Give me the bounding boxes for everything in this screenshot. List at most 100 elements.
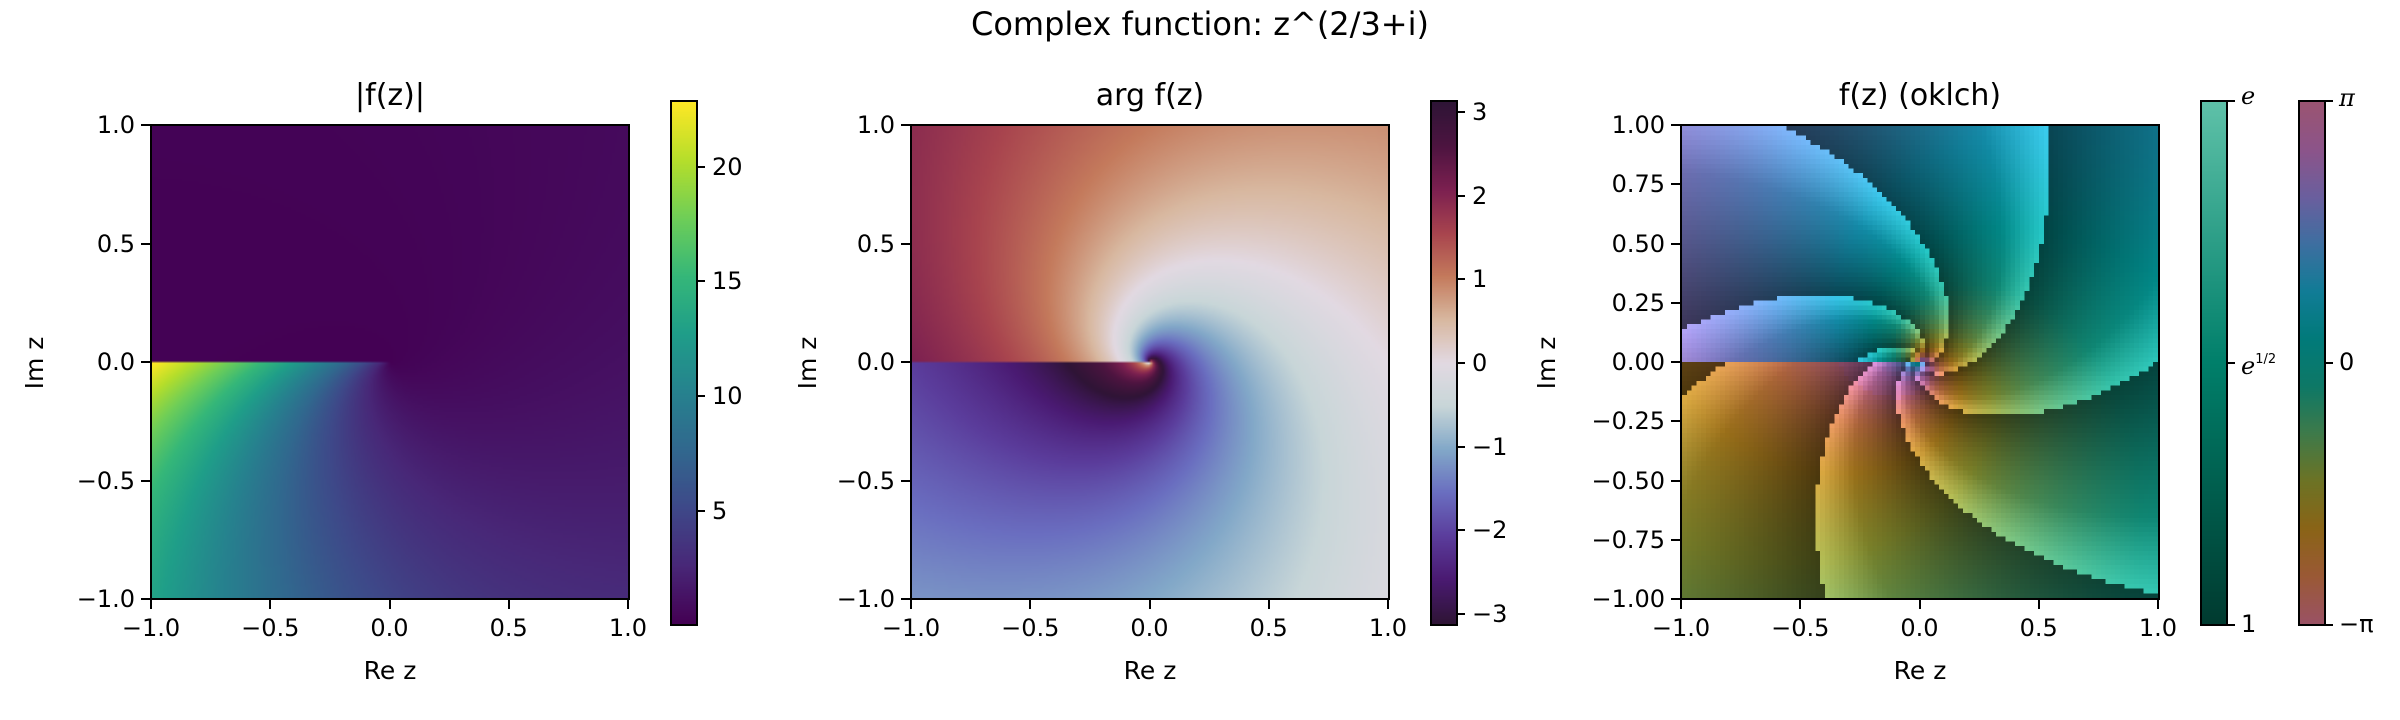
x-tick-label: −1.0 <box>1651 614 1711 642</box>
modulus-heatmap <box>150 124 630 600</box>
x-axis-label: Re z <box>363 656 417 685</box>
x-tick-label: 0.5 <box>1249 614 1288 642</box>
colorbar-tick <box>1456 110 1465 113</box>
x-tick <box>2157 600 2159 609</box>
colorbar-tick <box>696 395 705 398</box>
y-tick <box>1671 420 1680 423</box>
colorbar-tick-label: π <box>2339 84 2355 112</box>
phase-gradient <box>2300 102 2324 624</box>
colorbar-tick-label: −1 <box>1472 432 1508 461</box>
panel-title-domain-coloring: f(z) (oklch) <box>1838 78 2002 113</box>
panel-title-argument: arg f(z) <box>1095 78 1205 113</box>
x-tick <box>269 600 272 609</box>
viridis-gradient <box>672 102 696 624</box>
x-axis-label: Re z <box>1123 656 1177 685</box>
y-tick <box>901 479 910 482</box>
modulus-colorbar <box>670 100 698 626</box>
y-tick <box>1671 361 1680 363</box>
colorbar-tick <box>2324 100 2333 102</box>
colorbar-tick <box>1456 362 1465 364</box>
argument-canvas <box>912 126 1388 598</box>
x-axis-label: Re z <box>1893 656 1947 685</box>
colorbar-tick-label: 0 <box>2339 348 2355 376</box>
x-tick <box>1680 600 1682 609</box>
y-tick-label: −0.25 <box>1591 407 1665 436</box>
y-tick <box>141 479 150 482</box>
magnitude-colorbar <box>2200 100 2228 626</box>
x-tick <box>2037 600 2040 609</box>
y-tick <box>1671 479 1680 482</box>
y-tick-label: 0.0 <box>856 348 895 376</box>
argument-heatmap <box>910 124 1390 600</box>
y-tick <box>901 124 910 126</box>
phase-colorbar <box>2298 100 2326 626</box>
colorbar-tick <box>2226 362 2235 364</box>
colorbar-tick-label: 10 <box>712 382 743 411</box>
x-tick-label: 0.0 <box>1130 614 1169 642</box>
argument-colorbar <box>1430 100 1458 626</box>
x-tick <box>1148 600 1151 609</box>
colorbar-tick-label: 20 <box>712 152 743 181</box>
x-tick <box>1387 600 1389 609</box>
x-tick <box>150 600 152 609</box>
y-tick <box>141 242 150 245</box>
y-tick <box>1671 124 1680 126</box>
colorbar-tick-label: 1 <box>2241 610 2257 638</box>
y-tick-label: −0.50 <box>1591 466 1665 495</box>
colorbar-tick <box>696 510 705 513</box>
colorbar-tick-label: 1 <box>1472 265 1488 294</box>
y-tick <box>901 242 910 245</box>
y-tick <box>141 598 150 600</box>
x-tick <box>388 600 391 609</box>
twilight-gradient <box>1432 102 1456 624</box>
colorbar-tick-label: 15 <box>712 267 743 296</box>
y-tick-label: −1.00 <box>1591 585 1665 613</box>
y-tick-label: 0.5 <box>856 229 895 258</box>
y-tick-label: −0.5 <box>76 466 135 495</box>
y-tick <box>901 598 910 600</box>
colorbar-tick <box>2226 624 2235 626</box>
x-tick-label: 1.0 <box>1368 614 1408 642</box>
y-tick-label: 0.5 <box>96 229 135 258</box>
colorbar-tick <box>2324 362 2333 364</box>
colorbar-tick <box>1456 613 1465 616</box>
y-tick-label: 1.0 <box>856 111 895 139</box>
y-tick <box>141 361 150 363</box>
y-tick <box>1671 538 1680 541</box>
x-tick-label: 0.0 <box>370 614 409 642</box>
x-tick-label: −1.0 <box>881 614 941 642</box>
y-tick <box>1671 183 1680 186</box>
x-tick-label: −0.5 <box>1001 614 1060 642</box>
x-tick-label: 1.0 <box>2138 614 2178 642</box>
x-tick-label: −0.5 <box>241 614 300 642</box>
colorbar-tick <box>2226 100 2235 102</box>
colorbar-tick-label: e <box>2241 82 2256 110</box>
x-tick-label: −1.0 <box>121 614 181 642</box>
x-tick-label: 0.0 <box>1900 614 1939 642</box>
colorbar-tick <box>1456 445 1465 448</box>
colorbar-tick-label: 2 <box>1472 181 1488 210</box>
x-tick <box>627 600 629 609</box>
colorbar-tick-label: e1/2 <box>2241 352 2277 380</box>
colorbar-tick <box>1456 529 1465 532</box>
panel-title-modulus: |f(z)| <box>355 78 425 113</box>
colorbar-tick-label: −2 <box>1472 516 1508 545</box>
colorbar-tick <box>696 280 705 283</box>
y-tick-label: −0.75 <box>1591 525 1665 554</box>
x-tick <box>910 600 912 609</box>
colorbar-tick-label: −π <box>2339 610 2374 638</box>
y-tick <box>1671 598 1680 600</box>
colorbar-tick-label: 3 <box>1472 97 1488 126</box>
magnitude-gradient <box>2202 102 2226 624</box>
y-tick-label: −1.0 <box>76 585 135 613</box>
x-tick-label: 0.5 <box>489 614 528 642</box>
colorbar-tick <box>1456 194 1465 197</box>
y-tick-label: −0.5 <box>836 466 895 495</box>
y-tick-label: 0.0 <box>96 348 135 376</box>
colorbar-tick-label: −3 <box>1472 600 1508 629</box>
colorbar-tick <box>696 165 705 168</box>
colorbar-tick-label: 0 <box>1472 349 1488 377</box>
x-tick <box>1918 600 1921 609</box>
y-tick <box>1671 242 1680 245</box>
colorbar-tick <box>2324 624 2333 626</box>
